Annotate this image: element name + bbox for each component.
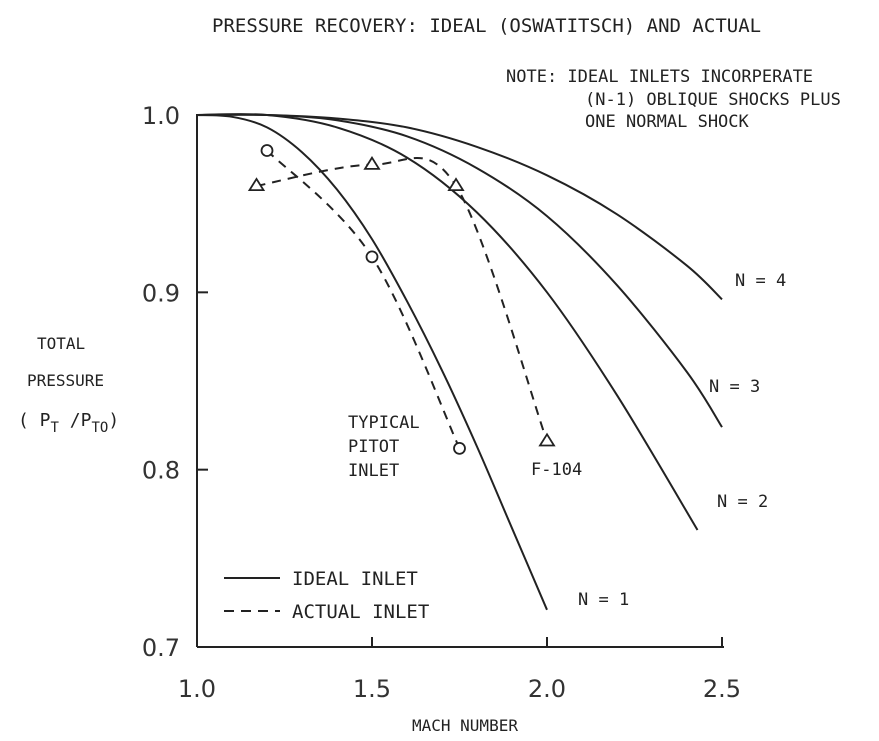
point-f-104 <box>447 177 465 192</box>
legend-ideal-label: IDEAL INLET <box>292 568 418 590</box>
point-typical-pitot-inlet <box>260 144 274 157</box>
ylabel-line-1: TOTAL <box>37 334 85 353</box>
ylabel-close: ) <box>108 410 119 431</box>
legend: IDEAL INLET ACTUAL INLET <box>224 568 429 623</box>
label-n3: N = 3 <box>709 377 760 397</box>
point-typical-pitot-inlet <box>453 441 466 455</box>
y-tick-label: 0.9 <box>142 279 180 307</box>
label-pitot-2: PITOT <box>348 437 399 457</box>
label-pitot-1: TYPICAL <box>348 413 420 433</box>
note-line-1: NOTE: IDEAL INLETS INCORPERATE <box>506 67 813 87</box>
point-typical-pitot-inlet <box>365 250 379 264</box>
point-f-104 <box>363 155 381 170</box>
ylabel-line-3: ( PT /PTO) <box>18 410 119 436</box>
series-n-2 <box>196 113 699 531</box>
y-tick-label: 0.8 <box>142 457 180 485</box>
note-line-2: (N-1) OBLIQUE SHOCKS PLUS <box>585 90 841 110</box>
label-n4: N = 4 <box>735 271 786 291</box>
series-typical-pitot-inlet <box>266 149 461 449</box>
series-n-1 <box>196 114 548 611</box>
x-tick-label: 2.0 <box>528 675 566 703</box>
x-tick-label: 1.5 <box>353 675 391 703</box>
label-n2: N = 2 <box>717 492 768 512</box>
chart-title: PRESSURE RECOVERY: IDEAL (OSWATITSCH) AN… <box>212 15 761 37</box>
label-f104: F-104 <box>531 460 582 480</box>
ylabel-slash: /P <box>59 410 92 431</box>
x-tick-label: 2.5 <box>703 675 741 703</box>
series-f-104 <box>256 157 548 442</box>
series-n-4 <box>196 113 723 301</box>
label-n1: N = 1 <box>578 590 629 610</box>
y-tick-label: 1.0 <box>142 102 180 130</box>
ylabel-line-2: PRESSURE <box>27 371 104 390</box>
ylabel-open: ( P <box>18 410 51 431</box>
legend-actual-label: ACTUAL INLET <box>292 601 429 623</box>
xlabel: MACH NUMBER <box>412 716 518 735</box>
ylabel-sub-to: TO <box>91 420 108 436</box>
series-n-3 <box>196 113 723 428</box>
y-tick-label: 0.7 <box>142 634 180 662</box>
x-tick-label: 1.0 <box>178 675 216 703</box>
ylabel-sub-t: T <box>51 420 60 436</box>
label-pitot-3: INLET <box>348 461 399 481</box>
point-f-104 <box>247 177 266 192</box>
point-f-104 <box>538 432 556 447</box>
note-line-3: ONE NORMAL SHOCK <box>585 112 750 132</box>
